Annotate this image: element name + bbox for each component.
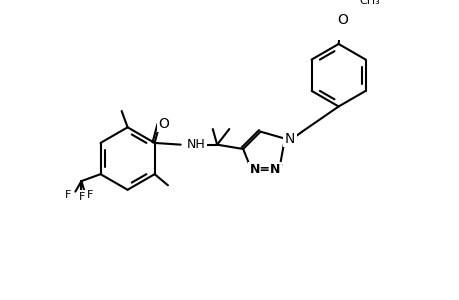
Text: CH₃: CH₃ bbox=[358, 0, 380, 6]
Text: F: F bbox=[79, 192, 85, 202]
Text: N: N bbox=[284, 132, 295, 145]
Text: O: O bbox=[337, 13, 347, 27]
Text: NH: NH bbox=[186, 138, 205, 151]
Text: O: O bbox=[158, 117, 169, 130]
Text: F: F bbox=[87, 190, 93, 200]
Text: F: F bbox=[65, 190, 72, 200]
Text: N=N: N=N bbox=[249, 163, 280, 176]
